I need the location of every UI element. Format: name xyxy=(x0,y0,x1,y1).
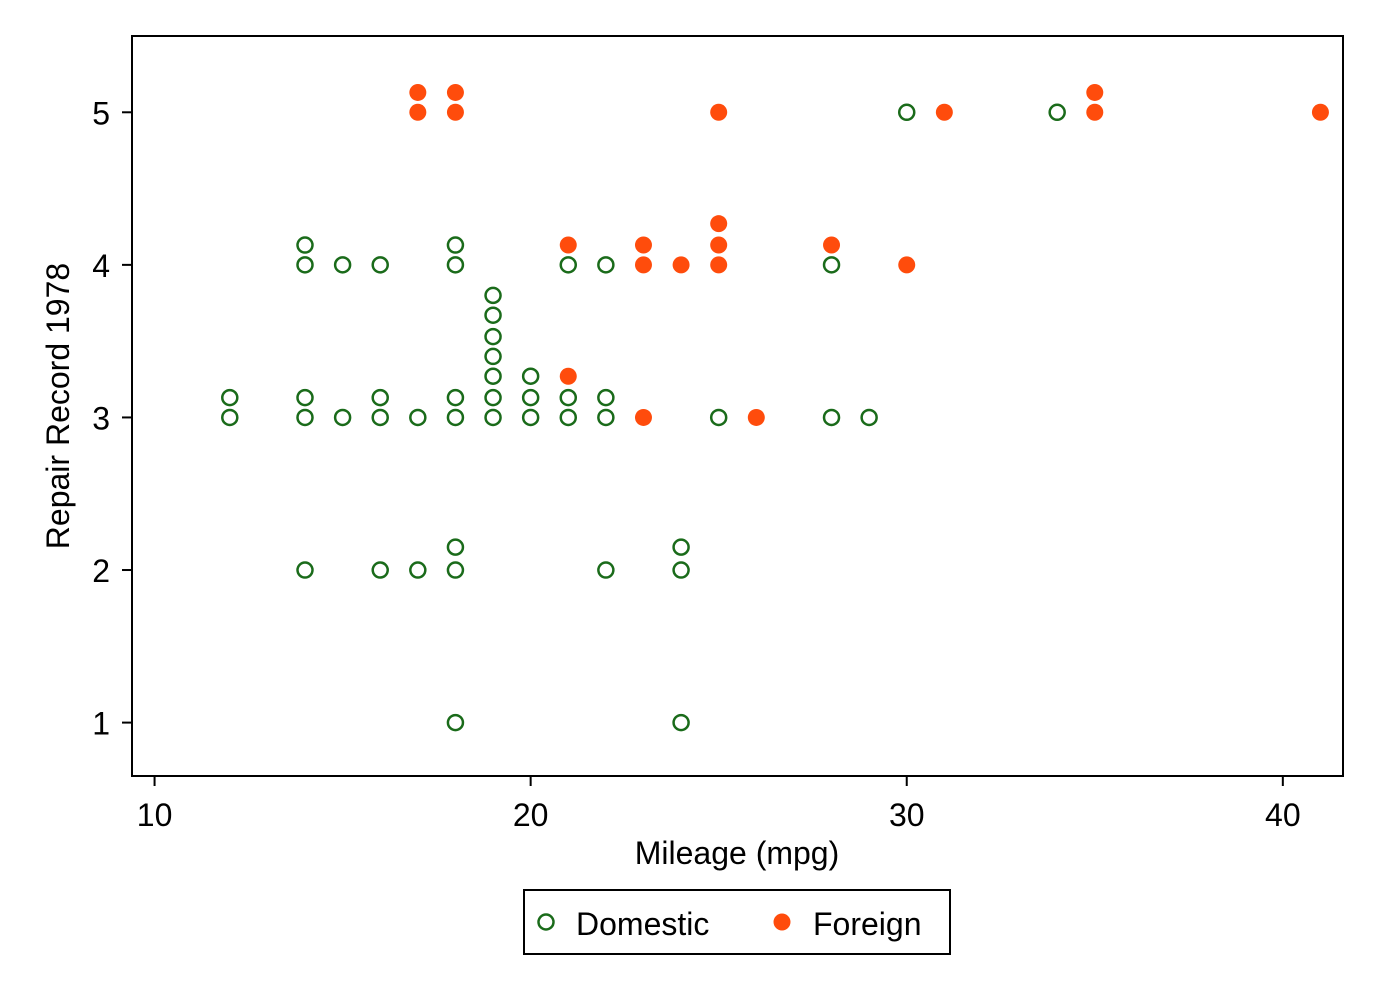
point-domestic xyxy=(559,408,578,427)
point-domestic xyxy=(897,103,916,122)
point-domestic xyxy=(446,236,465,254)
point-foreign xyxy=(1086,83,1104,101)
point-foreign xyxy=(935,103,953,121)
plot-frame xyxy=(131,35,1344,777)
point-domestic xyxy=(409,408,427,427)
point-domestic xyxy=(446,408,465,427)
point-foreign xyxy=(747,408,765,426)
point-foreign xyxy=(634,256,652,274)
point-foreign xyxy=(672,256,690,274)
y-tick-label: 4 xyxy=(92,248,110,284)
point-domestic xyxy=(446,713,465,732)
point-domestic xyxy=(521,408,540,427)
legend-marker-domestic xyxy=(537,913,555,931)
legend-box xyxy=(523,889,951,955)
point-domestic xyxy=(484,286,502,305)
point-domestic xyxy=(371,561,389,579)
point-domestic xyxy=(221,408,239,427)
y-tick-label: 1 xyxy=(92,706,110,742)
y-axis-title: Repair Record 1978 xyxy=(40,263,76,549)
point-domestic xyxy=(409,561,427,579)
point-domestic xyxy=(296,256,314,274)
point-foreign xyxy=(559,236,577,254)
point-domestic xyxy=(484,306,502,324)
point-domestic xyxy=(709,408,728,427)
point-domestic xyxy=(1048,103,1066,122)
point-domestic xyxy=(296,388,314,407)
point-foreign xyxy=(446,103,464,121)
point-foreign xyxy=(559,367,577,385)
point-foreign xyxy=(823,236,841,254)
point-domestic xyxy=(446,388,465,407)
point-domestic xyxy=(597,256,615,274)
x-tick-label: 20 xyxy=(513,797,549,833)
x-tick-label: 30 xyxy=(889,797,925,833)
legend-label-domestic: Domestic xyxy=(576,906,709,942)
y-tick-label: 3 xyxy=(92,400,110,436)
y-axis: 1 2 3 4 5 xyxy=(92,95,132,742)
point-domestic xyxy=(296,561,314,579)
point-domestic xyxy=(521,367,540,385)
point-domestic xyxy=(597,388,615,407)
point-domestic xyxy=(822,256,841,274)
point-domestic xyxy=(860,408,878,427)
point-domestic xyxy=(559,256,578,274)
point-domestic xyxy=(597,408,615,427)
x-tick-label: 40 xyxy=(1265,797,1301,833)
point-foreign xyxy=(710,215,728,233)
legend-label-foreign: Foreign xyxy=(813,906,922,942)
point-foreign xyxy=(446,83,464,101)
x-axis: 10 20 30 40 xyxy=(137,776,1301,833)
point-domestic xyxy=(484,367,502,385)
point-domestic xyxy=(484,347,502,366)
point-foreign xyxy=(634,236,652,254)
point-domestic xyxy=(484,388,502,407)
point-foreign xyxy=(409,103,427,121)
legend-marker-foreign xyxy=(773,913,791,931)
point-foreign xyxy=(409,83,427,101)
point-domestic xyxy=(446,561,465,579)
x-tick-label: 10 xyxy=(137,797,173,833)
point-foreign xyxy=(710,236,728,254)
data-points xyxy=(221,83,1329,732)
point-domestic xyxy=(221,388,239,407)
point-foreign xyxy=(898,256,916,274)
point-foreign xyxy=(710,103,728,121)
point-domestic xyxy=(521,388,540,407)
point-domestic xyxy=(446,256,465,274)
point-domestic xyxy=(371,408,389,427)
point-domestic xyxy=(371,256,389,274)
y-tick-label: 5 xyxy=(92,95,110,131)
point-domestic xyxy=(484,408,502,427)
point-domestic xyxy=(597,561,615,579)
point-domestic xyxy=(559,388,578,407)
point-domestic xyxy=(822,408,841,427)
point-foreign xyxy=(1311,103,1329,121)
legend: Domestic Foreign xyxy=(523,889,951,955)
x-axis-title: Mileage (mpg) xyxy=(635,835,840,871)
y-tick-label: 2 xyxy=(92,553,110,589)
point-foreign xyxy=(710,256,728,274)
point-domestic xyxy=(296,236,314,254)
point-foreign xyxy=(1086,103,1104,121)
point-domestic xyxy=(371,388,389,407)
point-domestic xyxy=(672,713,690,732)
point-domestic xyxy=(333,408,352,427)
point-domestic xyxy=(672,538,690,556)
point-domestic xyxy=(446,538,465,556)
point-domestic xyxy=(333,256,352,274)
point-foreign xyxy=(634,408,652,426)
point-domestic xyxy=(296,408,314,427)
point-domestic xyxy=(484,327,502,346)
point-domestic xyxy=(672,561,690,579)
